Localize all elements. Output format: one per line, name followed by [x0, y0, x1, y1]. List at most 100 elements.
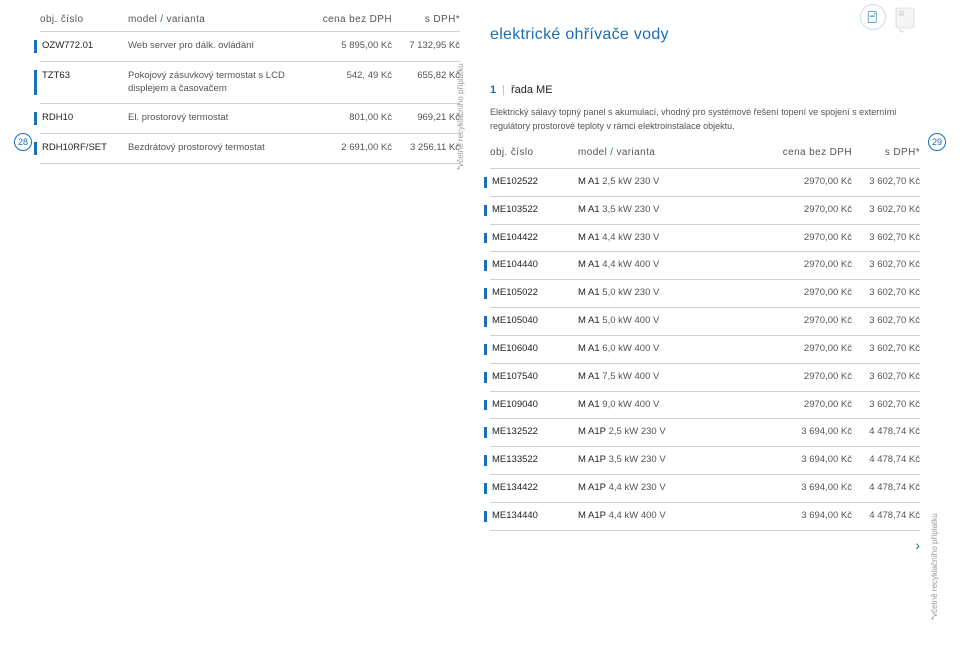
- left-column: obj. číslo model/varianta cena bez DPH s…: [0, 0, 470, 655]
- row-price: 5 895,00 Kč: [316, 40, 392, 51]
- right-column: elektrické ohřívače vody 1|řada ME Elekt…: [490, 0, 960, 655]
- row-model: Pokojový zásuvkový termostat s LCD displ…: [128, 70, 316, 96]
- row-code: ME133522: [490, 454, 578, 465]
- table-row: RDH10El. prostorový termostat801,00 Kč96…: [40, 103, 460, 133]
- category-title: elektrické ohřívače vody: [490, 26, 920, 44]
- row-price-vat: 3 602,70 Kč: [852, 204, 920, 215]
- table-header-right: obj. číslo model/varianta cena bez DPH s…: [490, 147, 920, 164]
- row-price-vat: 3 602,70 Kč: [852, 259, 920, 270]
- row-code: ME102522: [490, 176, 578, 187]
- row-price: 2970,00 Kč: [776, 259, 852, 270]
- row-price: 2970,00 Kč: [776, 399, 852, 410]
- row-price-vat: 969,21 Kč: [392, 112, 460, 123]
- model-label: model: [128, 14, 157, 25]
- row-price-vat: 4 478,74 Kč: [852, 482, 920, 493]
- table-row: ME106040M A1 6,0 kW 400 V2970,00 Kč3 602…: [490, 335, 920, 363]
- row-price-vat: 3 602,70 Kč: [852, 232, 920, 243]
- row-code: ME104422: [490, 232, 578, 243]
- row-price-vat: 3 602,70 Kč: [852, 343, 920, 354]
- row-code: ME109040: [490, 399, 578, 410]
- table-header-left: obj. číslo model/varianta cena bez DPH s…: [40, 14, 460, 31]
- row-price: 2970,00 Kč: [776, 287, 852, 298]
- variant-label: varianta: [616, 147, 655, 158]
- table-row: OZW772.01Web server pro dálk. ovládání5 …: [40, 31, 460, 61]
- row-model: M A1 5,0 kW 400 V: [578, 315, 776, 328]
- heater-large-icon: [890, 4, 920, 39]
- recycling-note-left: *včetně recyklačního příplatku: [456, 63, 465, 170]
- table-row: ME105022M A1 5,0 kW 230 V2970,00 Kč3 602…: [490, 279, 920, 307]
- col-price-header: cena bez DPH: [316, 14, 392, 25]
- row-price: 3 694,00 Kč: [776, 482, 852, 493]
- row-price: 2 691,00 Kč: [316, 142, 392, 153]
- row-model: M A1 4,4 kW 230 V: [578, 232, 776, 245]
- table-row: ME132522M A1P 2,5 kW 230 V3 694,00 Kč4 4…: [490, 418, 920, 446]
- row-price: 801,00 Kč: [316, 112, 392, 123]
- section-name: řada ME: [511, 84, 553, 96]
- row-price-vat: 3 602,70 Kč: [852, 176, 920, 187]
- row-price-vat: 4 478,74 Kč: [852, 426, 920, 437]
- row-model: M A1 4,4 kW 400 V: [578, 259, 776, 272]
- col-model-header: model/varianta: [578, 147, 776, 158]
- table-row: ME103522M A1 3,5 kW 230 V2970,00 Kč3 602…: [490, 196, 920, 224]
- table-row: ME102522M A1 2,5 kW 230 V2970,00 Kč3 602…: [490, 168, 920, 196]
- table-row: ME109040M A1 9,0 kW 400 V2970,00 Kč3 602…: [490, 391, 920, 419]
- row-code: ME134440: [490, 510, 578, 521]
- row-price: 2970,00 Kč: [776, 371, 852, 382]
- row-price-vat: 3 602,70 Kč: [852, 371, 920, 382]
- row-price: 3 694,00 Kč: [776, 426, 852, 437]
- col-code-header: obj. číslo: [40, 14, 128, 25]
- row-model: M A1 6,0 kW 400 V: [578, 343, 776, 356]
- table-row: ME105040M A1 5,0 kW 400 V2970,00 Kč3 602…: [490, 307, 920, 335]
- row-model: M A1P 4,4 kW 400 V: [578, 510, 776, 523]
- row-price-vat: 4 478,74 Kč: [852, 510, 920, 521]
- product-icons: [860, 4, 920, 39]
- row-price: 2970,00 Kč: [776, 176, 852, 187]
- heater-small-icon: [860, 4, 886, 30]
- row-price-vat: 3 602,70 Kč: [852, 399, 920, 410]
- pipe-divider: |: [496, 84, 511, 96]
- row-price-vat: 3 602,70 Kč: [852, 315, 920, 326]
- row-code: ME105040: [490, 315, 578, 326]
- model-label: model: [578, 147, 607, 158]
- row-price: 542, 49 Kč: [316, 70, 392, 81]
- row-model: Bezdrátový prostorový termostat: [128, 142, 316, 155]
- row-model: Web server pro dálk. ovládání: [128, 40, 316, 53]
- table-row: ME104422M A1 4,4 kW 230 V2970,00 Kč3 602…: [490, 224, 920, 252]
- table-row: ME133522M A1P 3,5 kW 230 V3 694,00 Kč4 4…: [490, 446, 920, 474]
- table-row: ME134422M A1P 4,4 kW 230 V3 694,00 Kč4 4…: [490, 474, 920, 502]
- row-code: ME105022: [490, 287, 578, 298]
- row-code: ME132522: [490, 426, 578, 437]
- row-code: ME104440: [490, 259, 578, 270]
- row-price-vat: 3 602,70 Kč: [852, 287, 920, 298]
- row-model: M A1P 3,5 kW 230 V: [578, 454, 776, 467]
- section-description: Elektrický sálavý topný panel s akumulac…: [490, 106, 920, 133]
- row-code: RDH10: [40, 112, 128, 123]
- row-price-vat: 3 256,11 Kč: [392, 142, 460, 153]
- table-row: TZT63Pokojový zásuvkový termostat s LCD …: [40, 61, 460, 104]
- row-code: ME106040: [490, 343, 578, 354]
- row-code: ME107540: [490, 371, 578, 382]
- row-price: 3 694,00 Kč: [776, 510, 852, 521]
- table-row: ME134440M A1P 4,4 kW 400 V3 694,00 Kč4 4…: [490, 502, 920, 531]
- row-price: 2970,00 Kč: [776, 204, 852, 215]
- row-code: RDH10RF/SET: [40, 142, 128, 153]
- row-model: M A1P 2,5 kW 230 V: [578, 426, 776, 439]
- row-price: 2970,00 Kč: [776, 343, 852, 354]
- next-page-arrow: ›: [490, 537, 920, 553]
- row-code: ME103522: [490, 204, 578, 215]
- row-price: 2970,00 Kč: [776, 232, 852, 243]
- row-price-vat: 655,82 Kč: [392, 70, 460, 81]
- row-model: M A1 3,5 kW 230 V: [578, 204, 776, 217]
- row-price: 3 694,00 Kč: [776, 454, 852, 465]
- col-price-vat-header: s DPH*: [392, 14, 460, 25]
- row-code: TZT63: [40, 70, 128, 81]
- col-code-header: obj. číslo: [490, 147, 578, 158]
- row-model: M A1 9,0 kW 400 V: [578, 399, 776, 412]
- variant-label: varianta: [166, 14, 205, 25]
- table-row: ME107540M A1 7,5 kW 400 V2970,00 Kč3 602…: [490, 363, 920, 391]
- row-code: OZW772.01: [40, 40, 128, 51]
- col-price-header: cena bez DPH: [776, 147, 852, 158]
- section-header: 1|řada ME: [490, 84, 920, 96]
- row-price-vat: 7 132,95 Kč: [392, 40, 460, 51]
- row-code: ME134422: [490, 482, 578, 493]
